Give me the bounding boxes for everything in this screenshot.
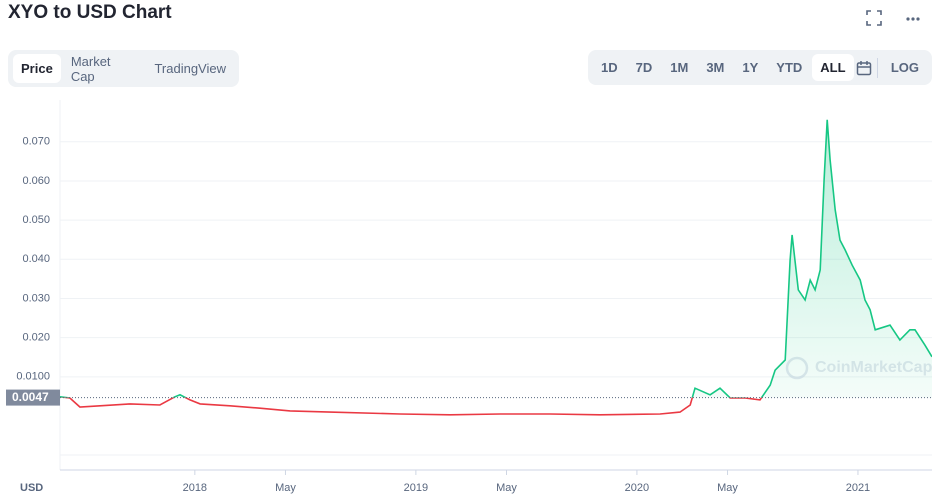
tab[interactable]: Price bbox=[13, 54, 61, 83]
tab[interactable]: Market Cap bbox=[70, 53, 111, 84]
calendar-button[interactable] bbox=[855, 56, 874, 80]
range-button[interactable]: ALL bbox=[812, 54, 854, 81]
y-tick-label: 0.020 bbox=[22, 332, 50, 344]
x-tick-label: May bbox=[717, 482, 738, 494]
y-tick-label: 0.0100 bbox=[16, 371, 50, 383]
range-button[interactable]: 3M bbox=[706, 60, 725, 75]
calendar-icon bbox=[856, 60, 872, 75]
price-line-down bbox=[60, 397, 763, 416]
y-tick-label: 0.070 bbox=[22, 136, 50, 148]
expand-icon[interactable] bbox=[866, 10, 882, 26]
x-tick-label: 2018 bbox=[183, 482, 207, 494]
tab-group: Price Market Cap TradingView bbox=[8, 50, 239, 87]
currency-label: USD bbox=[20, 482, 43, 494]
price-area bbox=[60, 119, 932, 398]
more-icon[interactable] bbox=[906, 17, 920, 21]
range-button[interactable]: 1D bbox=[601, 60, 618, 75]
range-button[interactable]: 1Y bbox=[742, 60, 759, 75]
y-tick-label: 0.040 bbox=[22, 253, 50, 265]
range-group: 1D 7D 1M 3M 1Y YTD ALL LOG bbox=[588, 50, 932, 85]
x-tick-label: 2020 bbox=[625, 482, 649, 494]
x-tick-label: 2021 bbox=[846, 482, 870, 494]
separator bbox=[877, 57, 878, 78]
current-price-label: 0.0047 bbox=[12, 390, 49, 404]
x-tick-label: May bbox=[275, 482, 296, 494]
x-tick-label: May bbox=[496, 482, 517, 494]
current-price-badge bbox=[6, 389, 60, 406]
y-tick-label: 0.050 bbox=[22, 214, 50, 226]
tab[interactable]: TradingView bbox=[154, 61, 226, 76]
range-button[interactable]: 1M bbox=[670, 60, 689, 75]
page-title: XYO to USD Chart bbox=[8, 2, 172, 23]
price-line-up bbox=[60, 119, 932, 398]
log-button[interactable]: LOG bbox=[890, 60, 919, 75]
x-tick-label: 2019 bbox=[404, 482, 428, 494]
range-button[interactable]: YTD bbox=[776, 60, 803, 75]
y-tick-label: 0.060 bbox=[22, 175, 50, 187]
range-button[interactable]: 7D bbox=[635, 60, 653, 75]
y-tick-label: 0.030 bbox=[22, 292, 50, 304]
